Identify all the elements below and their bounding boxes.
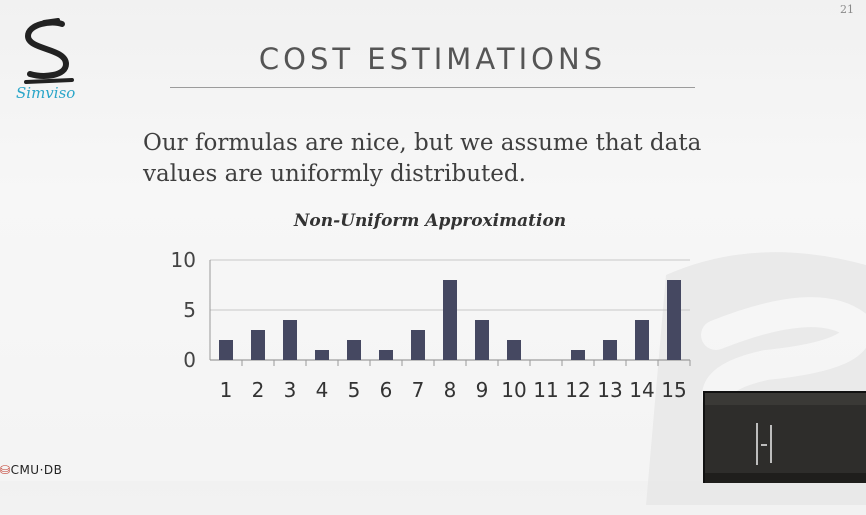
bar-10: [507, 340, 521, 360]
simviso-logo-icon: [24, 18, 74, 84]
logo-text: Simviso: [16, 84, 76, 102]
presentation-slide: 21 Simviso COST ESTIMATIONS Our formulas…: [0, 3, 866, 505]
bar-5: [347, 340, 361, 360]
x-tick-label: 10: [501, 378, 526, 402]
bar-3: [283, 320, 297, 360]
bar-12: [571, 350, 585, 360]
video-frame-icon: [705, 393, 866, 483]
bar-13: [603, 340, 617, 360]
bar-15: [667, 280, 681, 360]
x-tick-label: 13: [597, 378, 622, 402]
y-tick-label: 10: [171, 248, 196, 272]
speaker-video-thumbnail: [703, 391, 866, 483]
bar-1: [219, 340, 233, 360]
bar-14: [635, 320, 649, 360]
bar-4: [315, 350, 329, 360]
x-tick-label: 14: [629, 378, 654, 402]
slide-body-text: Our formulas are nice, but we assume tha…: [143, 128, 703, 190]
x-tick-label: 1: [220, 378, 233, 402]
footer-label: CMU·DB: [10, 463, 63, 477]
bar-8: [443, 280, 457, 360]
body-line-1: Our formulas are nice, but we assume tha…: [143, 130, 702, 156]
x-tick-label: 5: [348, 378, 361, 402]
y-tick-label: 0: [183, 348, 196, 372]
x-tick-label: 2: [252, 378, 265, 402]
x-tick-label: 9: [476, 378, 489, 402]
x-tick-label: 3: [284, 378, 297, 402]
page-number: 21: [840, 3, 854, 16]
slide-title: COST ESTIMATIONS: [258, 42, 607, 76]
bar-7: [411, 330, 425, 360]
cmu-db-logo-icon: ⛁: [0, 463, 11, 477]
chart-title: Non-Uniform Approximation: [293, 211, 567, 231]
x-tick-label: 4: [316, 378, 329, 402]
x-tick-label: 8: [444, 378, 457, 402]
x-tick-label: 11: [533, 378, 558, 402]
x-tick-label: 15: [661, 378, 686, 402]
body-line-2: values are uniformly distributed.: [143, 161, 526, 187]
bar-2: [251, 330, 265, 360]
bar-9: [475, 320, 489, 360]
footer-brand: ⛁CMU·DB: [0, 463, 62, 477]
x-tick-label: 6: [380, 378, 393, 402]
bar-6: [379, 350, 393, 360]
title-divider: [170, 87, 695, 88]
x-tick-label: 12: [565, 378, 590, 402]
x-tick-label: 7: [412, 378, 425, 402]
y-tick-label: 5: [183, 298, 196, 322]
